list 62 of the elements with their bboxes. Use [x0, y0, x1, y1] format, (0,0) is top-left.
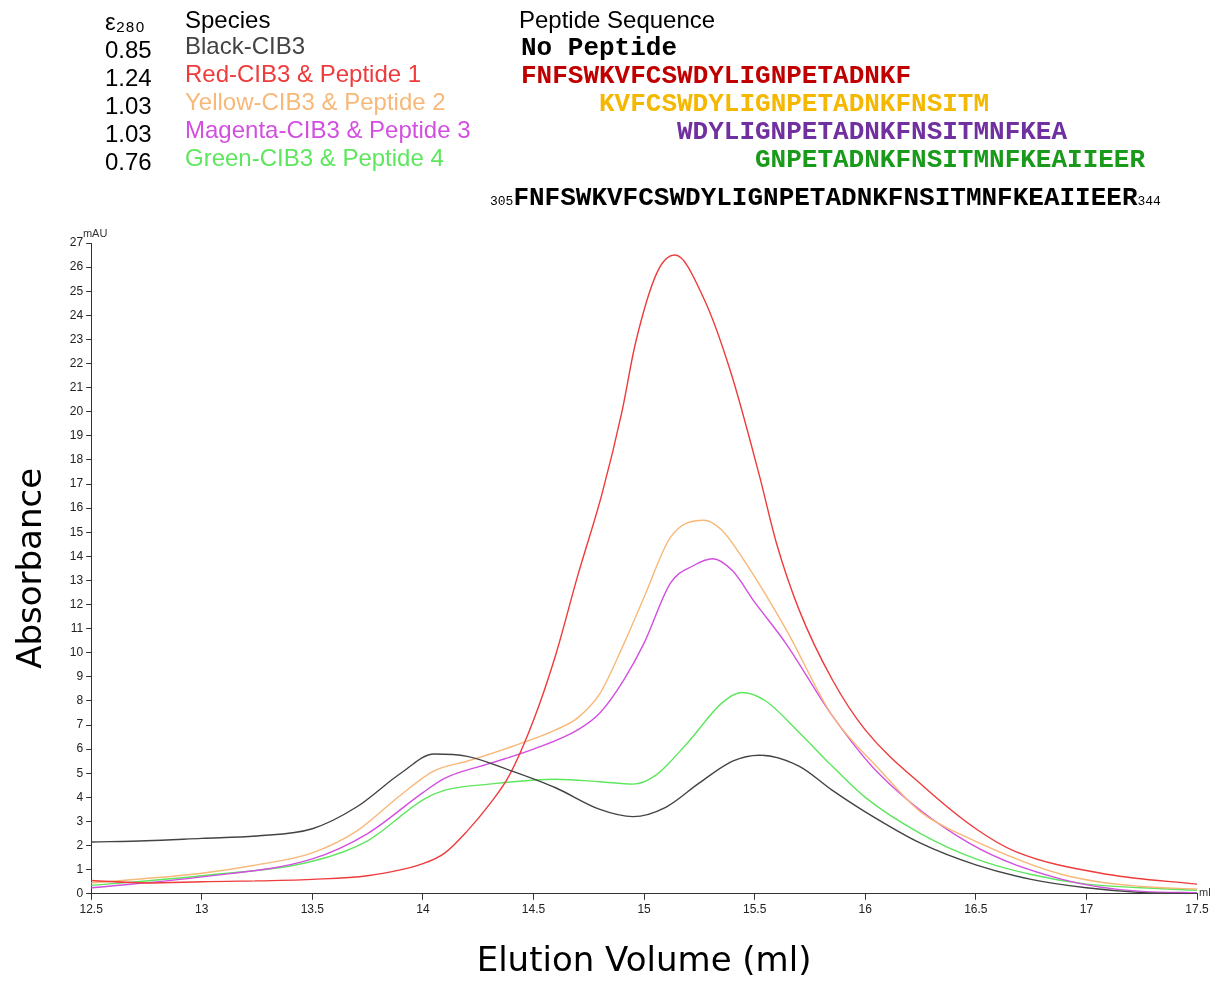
x-tick-label: 14.5 — [521, 902, 546, 917]
y-tick-label: 5 — [76, 765, 84, 780]
y-tick-label: 4 — [76, 789, 84, 804]
y-tick-label: 18 — [69, 452, 84, 467]
text: Yellow-CIB3 & Peptide 2 — [185, 88, 446, 116]
y-tick-label: 17 — [69, 476, 84, 491]
text: Black-CIB3 — [185, 32, 306, 60]
text: No Peptide — [521, 33, 678, 63]
y-tick-label: 9 — [76, 669, 84, 684]
y-tick-label: 15 — [69, 524, 84, 539]
x-tick-label: 16 — [858, 902, 873, 917]
y-tick-label: 21 — [69, 379, 84, 394]
y-tick-label: 6 — [76, 741, 84, 756]
text: 1.03 — [105, 120, 152, 148]
y-tick-label: 13 — [69, 572, 84, 587]
line-series — [91, 254, 1197, 885]
text: 1.03 — [105, 92, 152, 120]
text: 0.76 — [105, 148, 152, 176]
y-tick-label: 22 — [69, 355, 84, 370]
text: Peptide Sequence — [519, 6, 716, 34]
x-tick-label: 15 — [637, 902, 652, 917]
y-tick-label: 12 — [69, 596, 84, 611]
x-tick-label: 12.5 — [79, 902, 104, 917]
y-tick-label: 25 — [69, 283, 84, 298]
x-tick-label: 15.5 — [742, 902, 767, 917]
y-tick-label: 26 — [69, 259, 84, 274]
y-tick-label: 0 — [76, 886, 84, 901]
y-axis-title: Absorbance — [9, 467, 50, 669]
y-tick-label: 24 — [69, 307, 84, 322]
y-tick-label: 10 — [69, 645, 84, 660]
y-tick-label: 20 — [69, 404, 84, 419]
text: ml — [1199, 886, 1211, 899]
text: Red-CIB3 & Peptide 1 — [185, 60, 422, 88]
x-tick-label: 17 — [1079, 902, 1094, 917]
text: 1.24 — [105, 64, 152, 92]
text: mAU — [82, 226, 108, 239]
y-tick-label: 1 — [76, 862, 84, 877]
x-tick-label: 16.5 — [964, 902, 988, 917]
text: Species — [185, 6, 271, 34]
x-axis-title: Elution Volume (ml) — [476, 939, 812, 980]
text: KVFCSWDYLIGNPETADNKFNSITM — [598, 89, 990, 119]
text: FNFSWKVFCSWDYLIGNPETADNKF — [521, 61, 912, 91]
y-tick-label: 14 — [69, 548, 84, 563]
y-tick-label: 7 — [76, 717, 84, 732]
y-tick-label: 8 — [76, 693, 84, 708]
y-tick-label: 16 — [69, 500, 84, 515]
y-tick-label: 19 — [69, 428, 84, 443]
text: Green-CIB3 & Peptide 4 — [185, 144, 444, 172]
x-tick-label: 13.5 — [300, 902, 325, 917]
text: Magenta-CIB3 & Peptide 3 — [185, 116, 471, 144]
y-tick-label: 3 — [76, 813, 84, 828]
x-tick-label: 13 — [195, 902, 209, 917]
y-tick-label: 27 — [69, 235, 84, 250]
y-tick-label: 2 — [76, 837, 84, 852]
text: ε₂₈₀ — [105, 8, 145, 36]
y-tick-label: 11 — [70, 620, 84, 635]
x-tick-label: 17.5 — [1185, 902, 1209, 917]
text: 0.85 — [105, 36, 152, 64]
y-tick-label: 23 — [69, 331, 84, 346]
text: GNPETADNKFNSITMNFKEAIIEER — [754, 145, 1146, 175]
x-tick-label: 14 — [416, 902, 430, 917]
text: WDYLIGNPETADNKFNSITMNFKEA — [676, 117, 1068, 147]
